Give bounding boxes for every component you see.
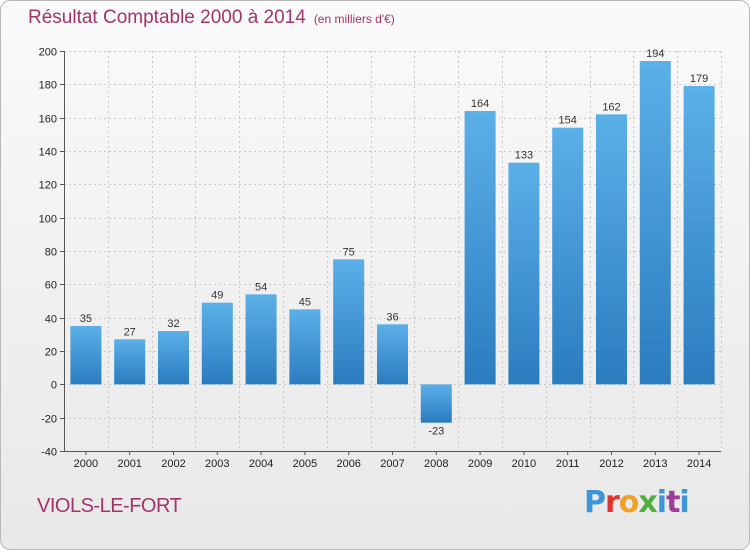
logo-letter: t bbox=[666, 485, 680, 520]
x-tick-label: 2007 bbox=[380, 458, 404, 470]
logo-letter: o bbox=[618, 485, 640, 520]
x-tick-label: 2002 bbox=[161, 458, 185, 470]
value-label: 35 bbox=[80, 313, 92, 325]
x-tick-label: 2005 bbox=[293, 458, 317, 470]
y-tick-label: -40 bbox=[41, 447, 57, 459]
x-tick-label: 2006 bbox=[336, 458, 360, 470]
value-label: 75 bbox=[343, 246, 355, 258]
x-tick-label: 2010 bbox=[512, 458, 536, 470]
x-tick-label: 2003 bbox=[205, 458, 229, 470]
value-label: 194 bbox=[646, 48, 664, 60]
axes bbox=[60, 51, 721, 455]
value-label: 133 bbox=[515, 150, 533, 162]
chart-title: Résultat Comptable 2000 à 2014 bbox=[28, 7, 306, 28]
bar bbox=[508, 162, 540, 385]
x-tick-label: 2009 bbox=[468, 458, 492, 470]
value-label: 36 bbox=[386, 311, 398, 323]
y-tick-label: 80 bbox=[45, 247, 57, 259]
bars bbox=[70, 61, 715, 423]
y-tick-label: 20 bbox=[45, 347, 57, 359]
logo-letter: i bbox=[679, 485, 689, 520]
bar bbox=[596, 114, 627, 385]
y-tick-label: 0 bbox=[51, 380, 57, 392]
bar bbox=[158, 331, 189, 385]
value-labels: 35 27 32 49 54 45 75 36 -23 164 133 154 162 194 179 bbox=[80, 48, 709, 438]
bar bbox=[683, 86, 715, 385]
value-label: -23 bbox=[428, 426, 444, 438]
x-tick-labels: 2000 2001 2002 2003 2004 2005 2006 2007 2008 2009… bbox=[74, 458, 712, 470]
x-tick-label: 2000 bbox=[74, 458, 98, 470]
x-tick-label: 2008 bbox=[424, 458, 448, 470]
logo-letter: r bbox=[605, 485, 620, 520]
y-tick-label: -20 bbox=[41, 414, 57, 426]
y-tick-label: 180 bbox=[39, 80, 57, 92]
x-tick-label: 2012 bbox=[599, 458, 623, 470]
value-label: 162 bbox=[602, 101, 620, 113]
bar bbox=[70, 326, 102, 385]
bar bbox=[289, 309, 321, 385]
bar bbox=[464, 111, 496, 385]
value-label: 45 bbox=[299, 296, 311, 308]
bar bbox=[333, 259, 365, 385]
bar bbox=[420, 384, 452, 423]
y-tick-label: 60 bbox=[45, 280, 57, 292]
chart-subtitle: (en milliers d'€) bbox=[313, 12, 395, 26]
bar bbox=[639, 61, 671, 385]
x-tick-label: 2013 bbox=[643, 458, 667, 470]
y-tick-label: 120 bbox=[39, 180, 57, 192]
commune-name: VIOLS-LE-FORT bbox=[37, 495, 182, 517]
value-label: 154 bbox=[559, 115, 577, 127]
value-label: 179 bbox=[690, 73, 708, 85]
y-tick-labels: -40 -20 0 20 40 60 80 100 120 140 160 180 200 bbox=[39, 47, 57, 459]
bar bbox=[245, 294, 277, 385]
x-tick-label: 2001 bbox=[117, 458, 141, 470]
bar bbox=[377, 324, 408, 385]
grid-lines bbox=[64, 51, 722, 452]
logo-letter: x bbox=[638, 485, 657, 520]
value-label: 164 bbox=[471, 98, 489, 110]
bar bbox=[552, 127, 584, 385]
value-label: 49 bbox=[211, 290, 223, 302]
y-tick-label: 140 bbox=[39, 147, 57, 159]
logo-letter: i bbox=[656, 485, 667, 520]
value-label: 27 bbox=[124, 326, 136, 338]
y-tick-label: 100 bbox=[39, 214, 57, 226]
bar bbox=[114, 339, 146, 385]
logo-letter: P bbox=[584, 485, 606, 520]
x-tick-label: 2004 bbox=[249, 458, 273, 470]
y-tick-label: 40 bbox=[45, 314, 57, 326]
y-tick-label: 160 bbox=[39, 114, 57, 126]
value-label: 32 bbox=[167, 318, 179, 330]
bar bbox=[201, 302, 233, 385]
x-tick-label: 2011 bbox=[556, 458, 580, 470]
y-tick-label: 200 bbox=[39, 47, 57, 59]
x-tick-label: 2014 bbox=[687, 458, 711, 470]
chart-title-block: Résultat Comptable 2000 à 2014 (en millie… bbox=[28, 7, 395, 29]
proxiti-logo[interactable]: Proxiti bbox=[584, 485, 690, 520]
value-label: 54 bbox=[255, 281, 267, 293]
